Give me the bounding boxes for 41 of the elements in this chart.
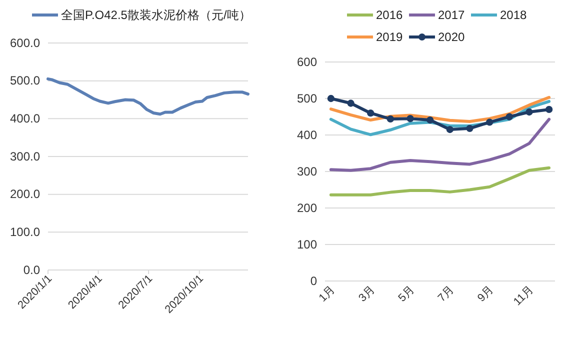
x-tick-label: 7月 bbox=[436, 284, 456, 304]
point bbox=[406, 115, 414, 122]
point bbox=[526, 108, 533, 116]
y-tick-label: 600.0 bbox=[10, 36, 40, 50]
y-tick-label: 0.0 bbox=[23, 262, 40, 277]
x-tick-label: 1月 bbox=[316, 284, 338, 304]
point bbox=[446, 126, 454, 134]
line-series bbox=[46, 77, 250, 116]
y-tick-label: 600 bbox=[296, 54, 318, 69]
x-tick-label: 3月 bbox=[356, 284, 378, 304]
point bbox=[426, 116, 434, 124]
point bbox=[367, 110, 374, 117]
y-tick-label: 200 bbox=[296, 200, 318, 215]
legend-label: 2019 bbox=[376, 30, 404, 44]
point bbox=[486, 118, 494, 126]
point bbox=[506, 113, 513, 120]
legend-label: 全国P.O42.5散装水泥价格（元/吨） bbox=[61, 8, 251, 22]
y-tick-label: 300.0 bbox=[10, 149, 40, 164]
point bbox=[347, 100, 354, 107]
line-series bbox=[329, 166, 551, 196]
legend-label: 2016 bbox=[376, 8, 404, 22]
y-tick-label: 400.0 bbox=[10, 112, 40, 126]
y-tick-label: 500.0 bbox=[10, 74, 40, 88]
point bbox=[545, 106, 553, 114]
y-tick-label: 500 bbox=[296, 91, 318, 106]
point bbox=[386, 115, 394, 122]
point bbox=[327, 94, 335, 102]
y-tick-label: 100 bbox=[296, 237, 318, 252]
point bbox=[466, 124, 474, 132]
x-tick-label: 5月 bbox=[396, 284, 417, 304]
line-series bbox=[329, 118, 551, 172]
y-tick-label: 300 bbox=[296, 164, 318, 178]
y-tick-label: 0 bbox=[310, 274, 318, 288]
x-tick-label: 11月 bbox=[511, 284, 536, 308]
y-tick-label: 200.0 bbox=[10, 187, 40, 202]
y-tick-label: 100.0 bbox=[10, 225, 40, 240]
legend-label: 2018 bbox=[500, 8, 528, 22]
legend-label: 2017 bbox=[438, 8, 466, 22]
x-tick-label: 9月 bbox=[476, 284, 496, 304]
y-tick-label: 400 bbox=[296, 128, 318, 142]
legend-label: 2020 bbox=[438, 30, 466, 44]
